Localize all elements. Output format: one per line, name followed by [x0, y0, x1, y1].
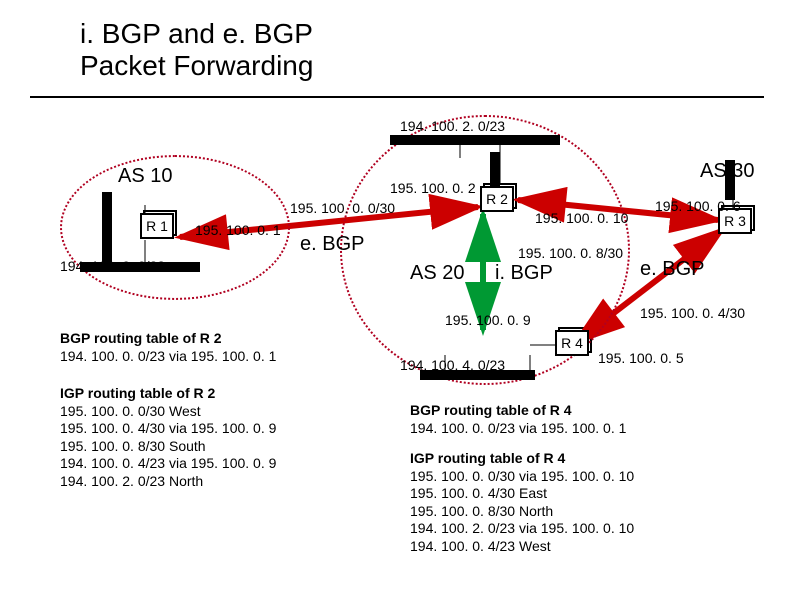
r4-label: R 4	[561, 335, 583, 351]
r2-igp-row3: 195. 100. 0. 8/30 South	[60, 438, 206, 454]
r2-bgp-row1: 194. 100. 0. 0/23 via 195. 100. 0. 1	[60, 348, 276, 364]
ip-09: 195. 100. 0. 9	[445, 312, 531, 328]
ebgp-right-label: e. BGP	[640, 258, 704, 281]
ip-as10-net: 194. 100. 0. 0/23	[60, 258, 165, 274]
r2-label: R 2	[486, 191, 508, 207]
r2-bgp-heading: BGP routing table of R 2	[60, 330, 222, 346]
ip-top-net: 194. 100. 2. 0/23	[400, 118, 505, 134]
bar-r2-v	[490, 152, 500, 190]
r2-igp-row2: 195. 100. 0. 4/30 via 195. 100. 0. 9	[60, 420, 276, 436]
ip-830: 195. 100. 0. 8/30	[518, 245, 623, 261]
ip-010: 195. 100. 0. 10	[535, 210, 628, 226]
r4-igp-table: IGP routing table of R 4 195. 100. 0. 0/…	[410, 450, 634, 555]
ip-4023: 194. 100. 4. 0/23	[400, 357, 505, 373]
as20-label: AS 20	[410, 262, 464, 285]
ip-r1-addr: 195. 100. 0. 1	[195, 222, 281, 238]
ip-05: 195. 100. 0. 5	[598, 350, 684, 366]
r4-igp-heading: IGP routing table of R 4	[410, 450, 565, 466]
r4-bgp-table: BGP routing table of R 4 194. 100. 0. 0/…	[410, 402, 626, 437]
r2-bgp-table: BGP routing table of R 2 194. 100. 0. 0/…	[60, 330, 276, 365]
title-underline	[30, 96, 764, 98]
ip-r2-addr: 195. 100. 0. 2	[390, 180, 476, 196]
r2-igp-row4: 194. 100. 0. 4/23 via 195. 100. 0. 9	[60, 455, 276, 471]
r4-igp-row1: 195. 100. 0. 0/30 via 195. 100. 0. 10	[410, 468, 634, 484]
ebgp-left-label: e. BGP	[300, 233, 364, 256]
r1-label: R 1	[146, 218, 168, 234]
ip-net-030: 195. 100. 0. 0/30	[290, 200, 395, 216]
ibgp-label: i. BGP	[495, 262, 553, 285]
page-title: i. BGP and e. BGP Packet Forwarding	[80, 18, 313, 82]
as10-label: AS 10	[118, 165, 172, 188]
r2-igp-table: IGP routing table of R 2 195. 100. 0. 0/…	[60, 385, 276, 490]
title-line1: i. BGP and e. BGP	[80, 18, 313, 49]
r4-bgp-heading: BGP routing table of R 4	[410, 402, 572, 418]
ip-r3-addr: 195. 100. 0. 6	[655, 198, 741, 214]
r4-igp-row5: 194. 100. 0. 4/23 West	[410, 538, 551, 554]
title-line2: Packet Forwarding	[80, 50, 313, 81]
r4-igp-row4: 194. 100. 2. 0/23 via 195. 100. 0. 10	[410, 520, 634, 536]
r4-igp-row3: 195. 100. 0. 8/30 North	[410, 503, 553, 519]
ip-430: 195. 100. 0. 4/30	[640, 305, 745, 321]
r4-igp-row2: 195. 100. 0. 4/30 East	[410, 485, 547, 501]
r3-label: R 3	[724, 213, 746, 229]
r2-igp-row5: 194. 100. 2. 0/23 North	[60, 473, 203, 489]
r4-bgp-row1: 194. 100. 0. 0/23 via 195. 100. 0. 1	[410, 420, 626, 436]
bar-top	[390, 135, 560, 145]
r2-igp-heading: IGP routing table of R 2	[60, 385, 215, 401]
r2-igp-row1: 195. 100. 0. 0/30 West	[60, 403, 201, 419]
as30-label: AS 30	[700, 160, 754, 183]
bar-as10-v	[102, 192, 112, 264]
